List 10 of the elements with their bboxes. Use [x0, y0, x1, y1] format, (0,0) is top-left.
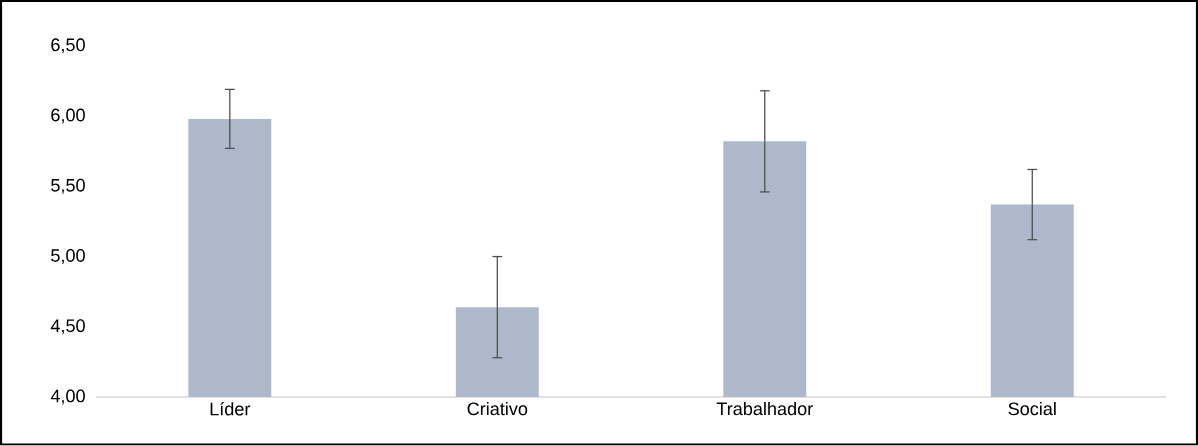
x-tick-label: Social	[1008, 402, 1056, 416]
x-tick-label: Líder	[210, 402, 251, 416]
x-tick-label: Criativo	[467, 402, 528, 416]
y-tick-label: 6,50	[51, 38, 85, 54]
y-tick-label: 5,50	[51, 179, 85, 194]
y-tick-label: 6,00	[51, 108, 85, 124]
y-tick-label: 4,00	[50, 389, 85, 405]
y-tick-label: 5,00	[51, 249, 85, 265]
x-tick-label: Trabalhador	[716, 402, 813, 416]
y-tick-label: 4,50	[50, 319, 85, 335]
